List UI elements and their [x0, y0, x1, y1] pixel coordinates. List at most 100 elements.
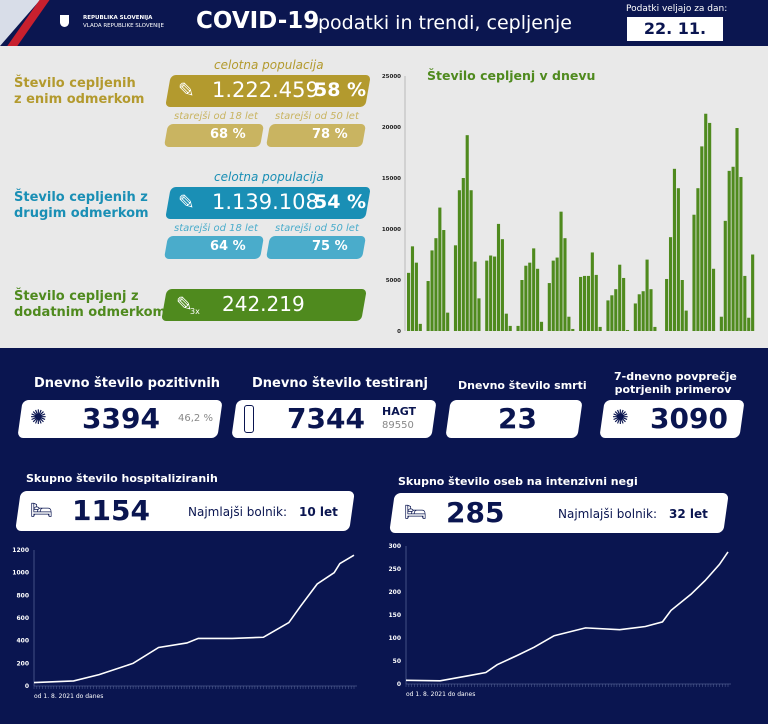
bar [563, 238, 567, 331]
bar [590, 252, 594, 331]
y-tick-label: 0 [25, 683, 29, 690]
bar [743, 275, 747, 331]
bar [508, 325, 512, 331]
population-label: celotna populacija [214, 58, 324, 72]
page-title: COVID-19 [196, 8, 320, 34]
bar [692, 214, 696, 331]
icu-value: 285 [446, 496, 505, 529]
age50-label: starejši od 50 let [275, 223, 359, 234]
age18-label: starejši od 18 let [174, 223, 258, 234]
label-line: potrjenih primerov [614, 383, 732, 396]
bar [567, 316, 571, 331]
bar [680, 280, 684, 331]
avg7-label: 7-dnevno povprečje potrjenih primerov [614, 370, 737, 396]
y-tick-label: 150 [388, 612, 401, 619]
tests-label: Dnevno število testiranj [252, 376, 428, 391]
date-badge: 22. 11. 2021 [627, 17, 723, 62]
bar [586, 275, 590, 331]
second-dose-label: Število cepljenih z drugim odmerkom [14, 190, 149, 222]
bar [532, 248, 536, 331]
bar [676, 188, 680, 331]
bar [489, 255, 493, 331]
icu-label: Skupno število oseb na intenzivni negi [398, 475, 638, 488]
bar [477, 298, 481, 331]
bar [700, 146, 704, 331]
bar [446, 312, 450, 331]
series-line [33, 554, 355, 684]
bar [453, 245, 458, 331]
org-line1: REPUBLIKA SLOVENIJA [83, 15, 153, 21]
bar [633, 303, 637, 331]
bar [751, 254, 755, 331]
bar [442, 230, 446, 331]
x-axis-label: od 1. 8. 2021 do danes [34, 693, 103, 700]
age18-pct: 68 % [210, 127, 246, 142]
positive-label: Dnevno število pozitivnih [34, 376, 221, 391]
bar [418, 323, 422, 331]
positive-pct: 46,2 % [178, 413, 213, 424]
label-line: z enim odmerkom [14, 92, 145, 107]
bar [735, 128, 739, 331]
org-line2: VLADA REPUBLIKE SLOVENIJE [83, 23, 164, 29]
bar [696, 188, 700, 331]
bar [496, 223, 501, 331]
bar [739, 176, 743, 331]
bar [485, 260, 489, 331]
bar [606, 300, 610, 331]
bar [665, 278, 669, 331]
age50-pct: 75 % [312, 239, 348, 254]
booster-count: 242.219 [222, 292, 305, 316]
y-tick-label: 15000 [382, 176, 401, 182]
hosp-youngest-label: Najmlajši bolnik: [188, 505, 287, 519]
y-tick-label: 20000 [382, 125, 401, 131]
first-dose-label: Število cepljenih z enim odmerkom [14, 76, 144, 108]
y-tick-label: 400 [16, 638, 29, 645]
bar [672, 168, 677, 331]
bar [493, 256, 497, 331]
first-dose-pct: 58 % [314, 79, 367, 101]
bar [649, 289, 653, 331]
icu-youngest: 32 let [669, 507, 708, 521]
bar [410, 246, 415, 331]
y-tick-label: 50 [393, 658, 401, 665]
bar [438, 207, 442, 331]
y-tick-label: 25000 [382, 74, 401, 80]
x-axis-label: od 1. 8. 2021 do danes [406, 691, 475, 698]
bar [622, 277, 626, 331]
bar [551, 260, 555, 331]
valid-label: Podatki veljajo za dan: [626, 4, 728, 14]
bar [524, 265, 528, 331]
bar [731, 166, 735, 331]
coat-of-arms-icon [60, 15, 69, 27]
age18-label: starejši od 18 let [174, 111, 258, 122]
label-line: 7-dnevno povprečje [614, 370, 737, 383]
bar [434, 238, 438, 331]
deaths-label: Dnevno število smrti [458, 379, 587, 392]
virus-icon: ✺ [30, 405, 47, 429]
label-line: drugim odmerkom [14, 206, 149, 221]
syringes-icon: ✎ [178, 190, 195, 214]
second-dose-count: 1.139.108 [212, 190, 319, 214]
y-tick-label: 800 [16, 592, 29, 599]
bar [719, 316, 723, 331]
label-line: Število cepljenih z [14, 190, 148, 205]
syringe-icon: ✎ [178, 78, 195, 102]
test-kit-icon [244, 405, 254, 433]
second-dose-pct: 54 % [314, 191, 367, 213]
bar [598, 326, 602, 331]
bed-icon: 🛏 [30, 500, 53, 521]
bar [559, 211, 563, 331]
bar [614, 289, 618, 331]
hosp-value: 1154 [72, 494, 150, 527]
bar [708, 122, 712, 331]
population-label: celotna populacija [214, 170, 324, 184]
y-tick-label: 10000 [382, 227, 401, 233]
bar [747, 317, 751, 331]
syringe-icon: ✎ [176, 292, 193, 316]
bar [407, 272, 411, 331]
hosp-youngest: 10 let [299, 505, 338, 519]
y-tick-label: 200 [388, 589, 401, 596]
bar [571, 328, 575, 331]
hagt-label: HAGT [382, 405, 417, 418]
bar [704, 113, 708, 331]
